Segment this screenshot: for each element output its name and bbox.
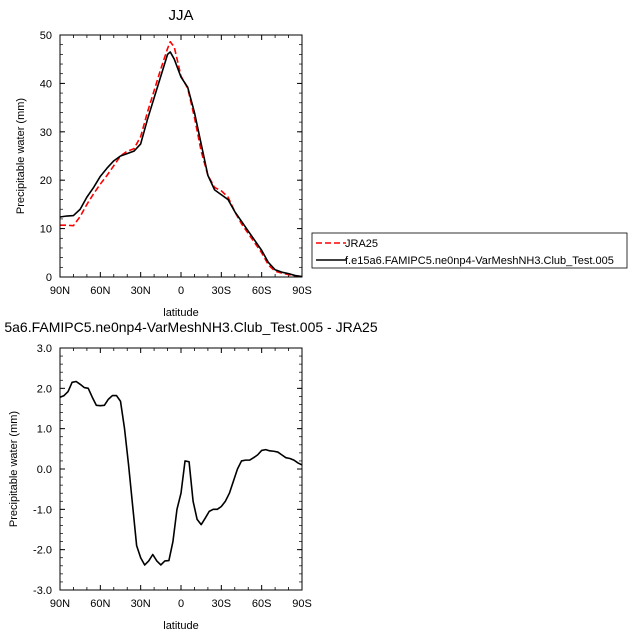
top-series-line-1 [59, 51, 303, 278]
bottom-x-tick-label: 30S [212, 598, 232, 610]
legend-label-jra25: JRA25 [345, 238, 378, 250]
top-y-tick-label: 0 [46, 272, 52, 284]
bottom-series-lines [59, 380, 303, 566]
top-y-tick-label: 30 [40, 127, 52, 139]
top-series-line-0 [60, 40, 303, 278]
top-y-tick-label: 20 [40, 175, 52, 187]
top-plot-frame [59, 34, 303, 278]
top-x-tick-label: 90N [50, 285, 70, 297]
top-y-tick-label: 10 [40, 224, 52, 236]
top-x-tick-label: 90S [292, 285, 312, 297]
bottom-y-tick-label: -2.0 [33, 545, 52, 557]
legend-label-model: f.e15a6.FAMIPC5.ne0np4-VarMeshNH3.Club_T… [345, 255, 614, 267]
top-chart-title: JJA [168, 7, 193, 24]
bottom-x-tick-label: 60N [90, 598, 110, 610]
top-x-tick-label: 60N [90, 285, 110, 297]
bottom-tick-marks [59, 347, 303, 591]
top-x-tick-label: 60S [252, 285, 272, 297]
bottom-chart-title: 5a6.FAMIPC5.ne0np4-VarMeshNH3.Club_Test.… [4, 319, 377, 335]
bottom-x-tick-label: 90N [50, 598, 70, 610]
top-y-tick-label: 50 [40, 30, 52, 42]
top-y-axis-label: Precipitable water (mm) [15, 98, 27, 214]
bottom-y-tick-label: 3.0 [37, 343, 52, 355]
bottom-panel: 5a6.FAMIPC5.ne0np4-VarMeshNH3.Club_Test.… [4, 319, 377, 632]
legend: JRA25 f.e15a6.FAMIPC5.ne0np4-VarMeshNH3.… [311, 232, 628, 269]
top-tick-marks [59, 34, 303, 278]
bottom-series-line-0 [59, 380, 303, 566]
top-series-lines [59, 40, 303, 278]
bottom-y-tick-label: -3.0 [33, 585, 52, 597]
bottom-y-axis-label: Precipitable water (mm) [8, 411, 20, 527]
top-y-tick-label: 40 [40, 78, 52, 90]
legend-box [311, 232, 628, 269]
bottom-y-tick-label: -1.0 [33, 504, 52, 516]
bottom-plot-frame [59, 347, 303, 591]
top-tick-labels: 90N 60N 30N 0 30S 60S 90S 0 10 20 30 40 50 [40, 30, 312, 297]
top-x-tick-label: 0 [178, 285, 184, 297]
top-x-tick-label: 30N [131, 285, 151, 297]
bottom-y-tick-label: 0.0 [37, 464, 52, 476]
top-x-tick-label: 30S [212, 285, 232, 297]
top-x-axis-label: latitude [163, 307, 198, 319]
bottom-x-axis-label: latitude [163, 620, 198, 632]
bottom-x-tick-label: 60S [252, 598, 272, 610]
bottom-x-tick-label: 90S [292, 598, 312, 610]
bottom-x-tick-label: 30N [131, 598, 151, 610]
bottom-y-tick-label: 1.0 [37, 424, 52, 436]
top-panel: JJA 90N 60N 30N 0 30S 60S 90S 0 10 20 30 40 50 latit… [15, 7, 628, 319]
bottom-x-tick-label: 0 [178, 598, 184, 610]
bottom-y-tick-label: 2.0 [37, 383, 52, 395]
bottom-tick-labels: 90N 60N 30N 0 30S 60S 90S -3.0 -2.0 -1.0 0.0 1.0 2.0… [33, 343, 312, 610]
